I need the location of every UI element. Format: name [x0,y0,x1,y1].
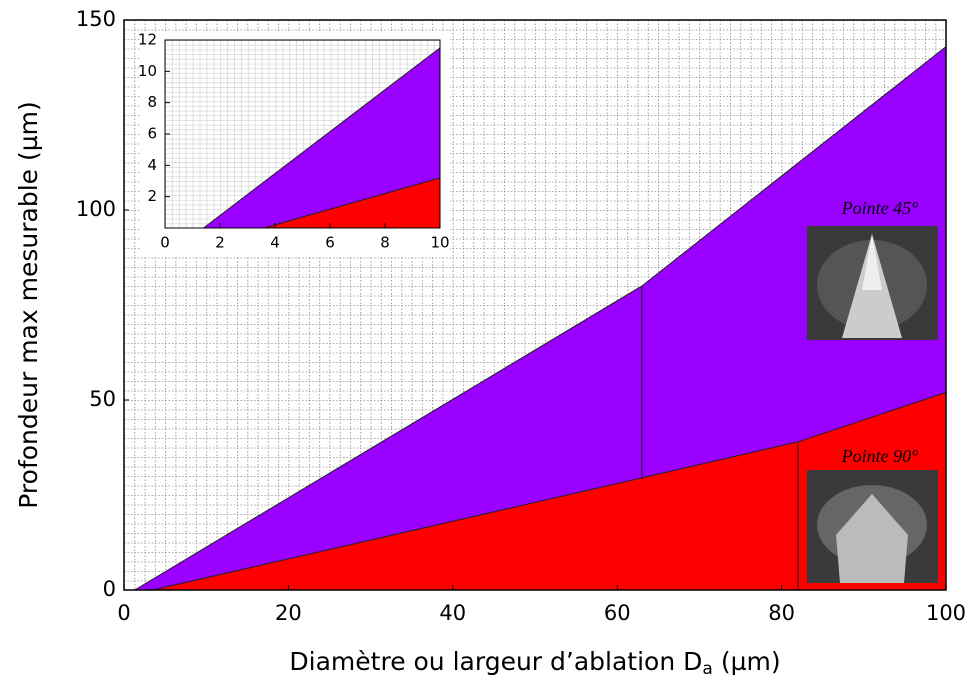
x-label-text: Diamètre ou largeur d’ablation D [289,647,702,676]
x-tick-label: 60 [604,601,631,625]
inset-frame [164,39,441,229]
y-tick-label: 50 [89,387,116,411]
y-tick-label: 150 [76,7,116,31]
y-tick-label: 10 [138,62,157,80]
x-tick-label: 10 [430,234,449,252]
annotation: Pointe 45° [841,198,919,218]
x-axis-label: Diamètre ou largeur d’ablation Da (µm) [289,647,780,679]
x-tick-label: 40 [439,601,466,625]
y-tick-label: 4 [147,156,157,174]
x-label-unit: (µm) [721,647,781,676]
x-tick-label: 8 [380,234,390,252]
y-tick-label: 8 [147,93,157,111]
x-tick-label: 80 [768,601,795,625]
image-45 [807,226,938,340]
x-tick-label: 0 [160,234,170,252]
image-90 [807,470,938,583]
y-tick-label: 6 [147,125,157,143]
x-tick-label: 6 [325,234,335,252]
y-tick-label: 100 [76,197,116,221]
y-axis-label: Profondeur max mesurable (µm) [14,101,43,508]
x-tick-label: 4 [270,234,280,252]
x-tick-label: 0 [117,601,130,625]
y-tick-label: 2 [147,187,157,205]
x-tick-label: 20 [275,601,302,625]
annotation: Pointe 90° [841,446,919,466]
y-tick-label: 12 [138,31,157,49]
y-tick-label: 0 [103,577,116,601]
plot-frame [123,19,947,591]
x-tick-label: 2 [215,234,225,252]
x-label-sub: a [702,659,712,679]
x-tick-label: 100 [926,601,966,625]
